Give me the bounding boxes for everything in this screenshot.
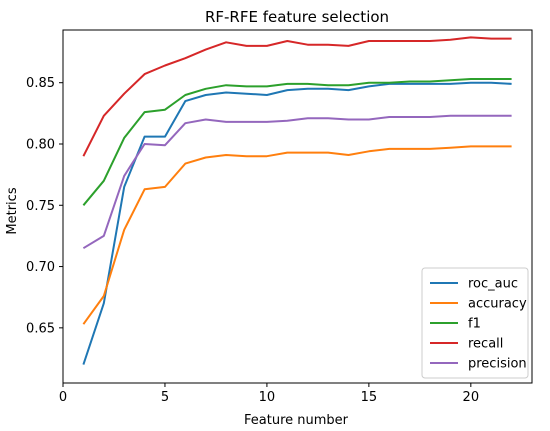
series-line-accuracy (82, 145, 512, 325)
legend: roc_auc accuracy f1 recall precision (421, 267, 529, 379)
plot-lines (82, 36, 512, 365)
x-tick-label: 10 (259, 390, 276, 405)
chart-title: RF-RFE feature selection (205, 8, 389, 26)
x-tick-label: 5 (161, 390, 169, 405)
legend-label-accuracy: accuracy (468, 297, 527, 312)
series-line-f1 (82, 78, 512, 206)
x-axis: 0 5 10 15 20 (59, 383, 479, 405)
y-tick-label: 0.70 (26, 260, 55, 275)
legend-label-f1: f1 (468, 317, 481, 332)
legend-box (421, 267, 529, 379)
y-tick-label: 0.80 (26, 137, 55, 152)
plot-frame (62, 29, 533, 384)
y-tick-label: 0.65 (26, 321, 55, 336)
series-line-recall (82, 36, 512, 157)
x-axis-title: Feature number (244, 413, 349, 428)
x-tick-label: 15 (361, 390, 378, 405)
series-line-roc_auc (82, 81, 512, 365)
legend-label-recall: recall (468, 337, 503, 352)
y-axis-title: Metrics (5, 187, 20, 234)
legend-label-roc_auc: roc_auc (468, 277, 518, 292)
series-line-precision (82, 114, 512, 250)
x-tick-label: 0 (59, 390, 67, 405)
y-tick-label: 0.85 (26, 76, 55, 91)
legend-label-precision: precision (468, 357, 527, 372)
y-tick-label: 0.75 (26, 199, 55, 214)
y-axis: 0.65 0.70 0.75 0.80 0.85 (26, 76, 63, 336)
x-tick-label: 20 (463, 390, 480, 405)
